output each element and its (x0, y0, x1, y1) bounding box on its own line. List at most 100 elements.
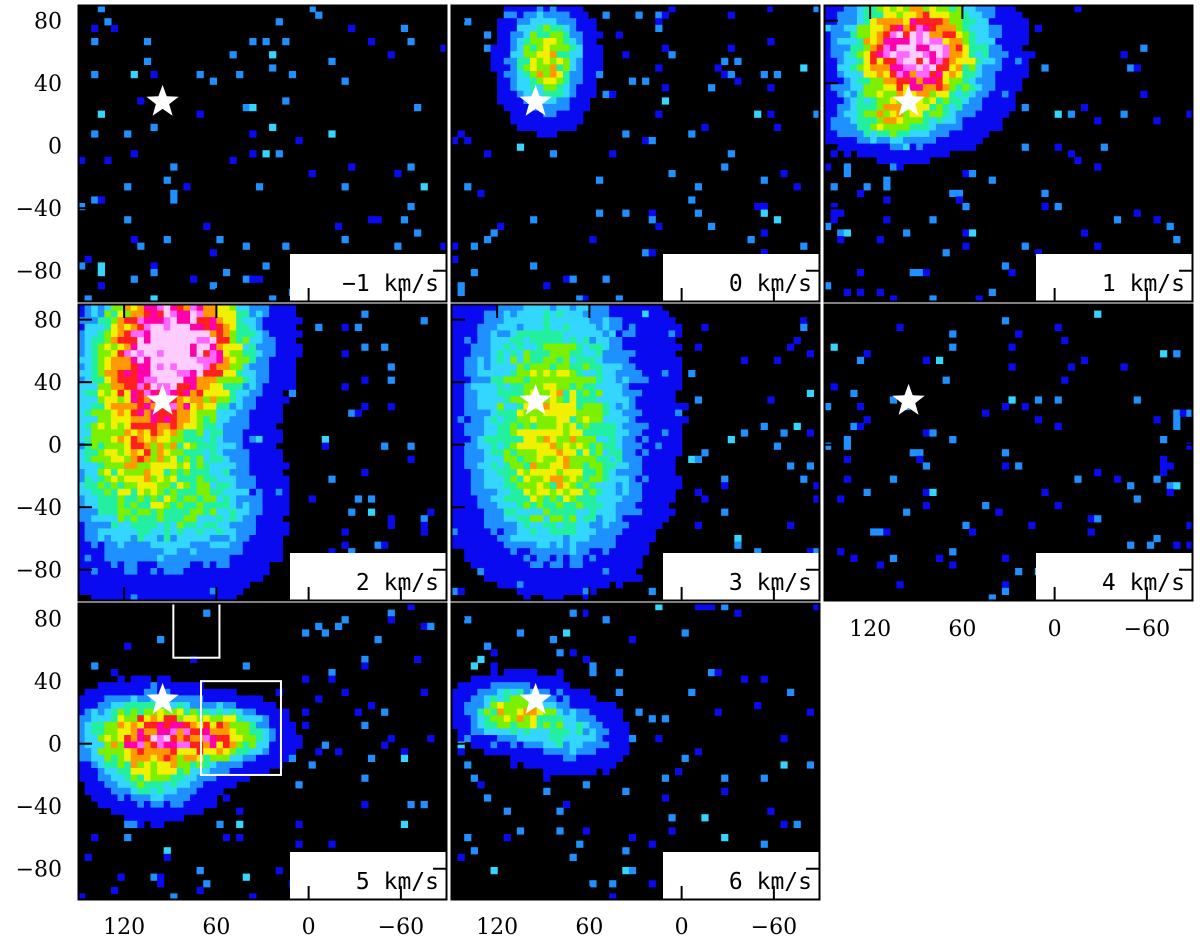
heatmap-cell (876, 64, 884, 72)
heatmap-cell (249, 343, 257, 351)
heatmap-cell (490, 449, 498, 457)
heatmap-cell (883, 77, 891, 85)
heatmap-cell (516, 521, 525, 529)
heatmap-cell (84, 781, 92, 789)
heatmap-cell (209, 409, 217, 417)
heatmap-cell (222, 587, 231, 595)
heatmap-cell (843, 288, 851, 296)
heatmap-cell (110, 350, 119, 358)
heatmap-cell (830, 24, 838, 32)
heatmap-cell (170, 728, 178, 736)
heatmap-cell (922, 90, 931, 98)
heatmap-cell (483, 561, 492, 569)
heatmap-cell (543, 90, 551, 98)
heatmap-cell (727, 150, 735, 158)
heatmap-cell (190, 337, 198, 345)
heatmap-cell (589, 409, 597, 417)
heatmap-cell (922, 117, 931, 125)
heatmap-cell (222, 521, 231, 529)
heatmap-cell (209, 708, 217, 716)
heatmap-cell (589, 528, 597, 536)
heatmap-cell (536, 389, 544, 397)
heatmap-cell (589, 455, 597, 463)
heatmap-cell (104, 594, 112, 601)
heatmap-cell (196, 469, 204, 477)
heatmap-cell (968, 104, 977, 112)
heatmap-cell (497, 535, 505, 543)
heatmap-cell (949, 436, 957, 444)
heatmap-cell (889, 11, 898, 19)
heatmap-cell (216, 370, 224, 378)
panels-layer: −1 km/s 0 km/s 1 km/s2 km/s 3 km/s 4 km/s5 k… (77, 4, 1194, 901)
heatmap-cell (483, 383, 492, 391)
heatmap-cell (543, 528, 551, 536)
heatmap-cell (549, 356, 558, 364)
heatmap-cell (157, 495, 165, 503)
heatmap-cell (824, 110, 832, 118)
heatmap-cell (975, 137, 983, 145)
heatmap-cell (470, 502, 478, 510)
heatmap-cell (543, 117, 551, 125)
heatmap-cell (130, 323, 138, 331)
heatmap-cell (922, 57, 931, 65)
heatmap-cell (609, 436, 617, 444)
heatmap-cell (209, 370, 217, 378)
heatmap-cell (361, 655, 369, 663)
heatmap-cell (183, 774, 191, 782)
heatmap-cell (483, 455, 492, 463)
heatmap-cell (1160, 462, 1168, 470)
heatmap-cell (483, 323, 492, 331)
heatmap-cell (856, 130, 865, 138)
heatmap-cell (536, 554, 544, 562)
heatmap-cell (143, 436, 152, 444)
heatmap-cell (850, 110, 858, 118)
heatmap-cell (767, 110, 775, 118)
heatmap-cell (883, 51, 891, 59)
heatmap-cell (916, 449, 924, 457)
heatmap-cell (787, 462, 795, 470)
heatmap-cell (668, 422, 676, 430)
heatmap-cell (163, 436, 171, 444)
heatmap-cell (288, 754, 297, 762)
heatmap-cell (530, 77, 538, 85)
heatmap-cell (470, 482, 478, 490)
heatmap-cell (328, 548, 336, 556)
heatmap-cell (209, 761, 217, 769)
heatmap-cell (255, 548, 264, 556)
heatmap-cell (275, 310, 283, 318)
heatmap-cell (137, 748, 145, 756)
heatmap-cell (242, 662, 250, 670)
heatmap-cell (628, 356, 637, 364)
heatmap-cell (615, 535, 623, 543)
heatmap-cell (84, 403, 92, 411)
heatmap-cell (1015, 18, 1023, 26)
heatmap-cell (576, 488, 584, 496)
heatmap-cell (569, 317, 577, 325)
heatmap-cell (143, 409, 152, 417)
heatmap-cell (648, 304, 656, 312)
heatmap-cell (602, 455, 610, 463)
heatmap-cell (163, 363, 171, 371)
heatmap-cell (216, 383, 224, 391)
heatmap-cell (635, 11, 643, 19)
heatmap-cell (701, 449, 709, 457)
heatmap-cell (856, 31, 865, 39)
heatmap-cell (870, 150, 878, 158)
heatmap-cell (282, 528, 290, 536)
heatmap-cell (170, 715, 178, 723)
heatmap-cell (269, 64, 277, 72)
heatmap-cell (157, 449, 165, 457)
heatmap-cell (1008, 77, 1016, 85)
heatmap-cell (209, 77, 217, 85)
heatmap-cell (582, 310, 590, 318)
heatmap-cell (661, 429, 670, 437)
heatmap-cell (530, 554, 538, 562)
heatmap-cell (110, 587, 119, 595)
heatmap-cell (483, 330, 492, 338)
heatmap-cell (510, 51, 518, 59)
heatmap-cell (483, 396, 492, 404)
heatmap-cell (457, 535, 465, 543)
heatmap-cell (569, 548, 577, 556)
heatmap-cell (91, 71, 99, 79)
heatmap-cell (1186, 409, 1193, 417)
